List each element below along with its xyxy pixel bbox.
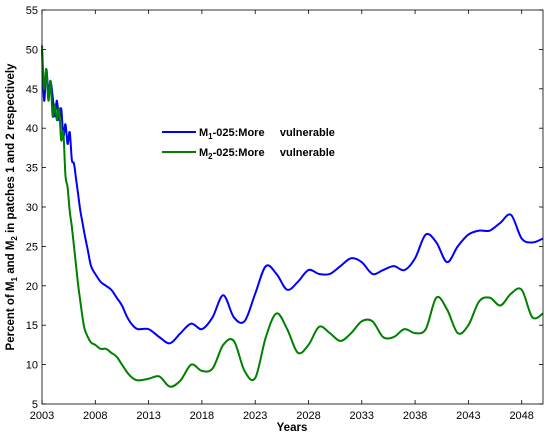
y-tick-label: 55 [26, 5, 38, 17]
x-tick-label: 2008 [83, 410, 107, 422]
y-tick-label: 40 [26, 123, 38, 135]
y-tick-label: 10 [26, 360, 38, 372]
y-axis-label: Percent of M1 and M2 in patches 1 and 2 … [5, 63, 19, 351]
series-line-m2 [41, 45, 544, 388]
y-tick-label: 50 [26, 44, 38, 56]
x-axis-label: Years [277, 422, 308, 434]
y-tick-label: 45 [26, 84, 38, 96]
legend-label-m1: M1-025:More vulnerable [199, 127, 335, 141]
y-tick-labels: 5 10 15 20 25 30 35 40 45 50 55 [26, 5, 38, 411]
x-tick-label: 2013 [136, 410, 160, 422]
x-tick-label: 2048 [509, 410, 533, 422]
y-tick-label: 20 [26, 281, 38, 293]
x-tick-label: 2033 [350, 410, 374, 422]
y-tick-label: 35 [26, 163, 38, 175]
plot-area [42, 10, 543, 404]
x-tick-label: 2018 [190, 410, 214, 422]
series-lines [41, 45, 544, 388]
legend: M1-025:More vulnerable M2-025:More vulne… [162, 127, 335, 161]
x-tick-label: 2043 [456, 410, 480, 422]
series-line-m1 [41, 49, 544, 345]
plot-frame [41, 9, 544, 405]
x-tick-label: 2028 [296, 410, 320, 422]
x-tick-label: 2038 [403, 410, 427, 422]
legend-label-m2: M2-025:More vulnerable [199, 147, 335, 161]
x-tick-labels: 2003 2008 2013 2018 2023 2028 2033 2038 2043 2048 [30, 410, 534, 422]
x-tick-label: 2023 [243, 410, 267, 422]
x-tick-label: 2003 [30, 410, 54, 422]
y-tick-label: 30 [26, 202, 38, 214]
y-tick-label: 5 [32, 399, 38, 411]
y-tick-label: 15 [26, 320, 38, 332]
y-tick-label: 25 [26, 241, 38, 253]
